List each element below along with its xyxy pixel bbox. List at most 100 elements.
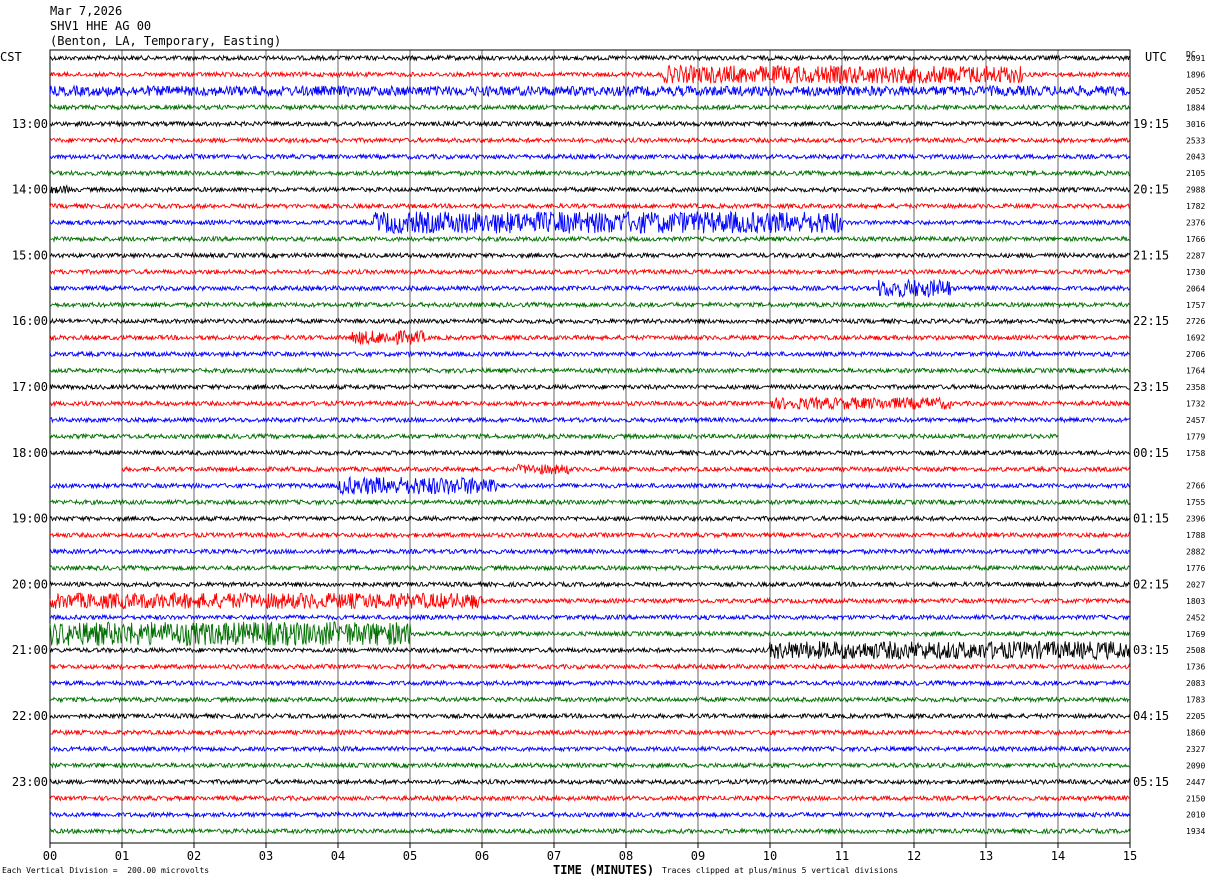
- right-hour-label: 22:15: [1133, 314, 1169, 328]
- right-hour-label: 01:15: [1133, 512, 1169, 526]
- trace-line: [49, 662, 1131, 671]
- station-label: SHV1 HHE AG 00: [50, 19, 152, 33]
- dc-label: DC: [1186, 50, 1196, 59]
- dc-offset-label: 1782: [1186, 202, 1205, 211]
- x-tick-label: 02: [187, 849, 201, 863]
- date-label: Mar 7,2026: [50, 4, 123, 18]
- dc-offset-label: 1757: [1186, 301, 1205, 310]
- dc-offset-label: 2766: [1186, 482, 1205, 491]
- dc-offset-labels: 2091 1896 2052 1884 3016 2533 2043 2105 2988 1782…: [1186, 54, 1205, 836]
- scale-note: Each Vertical Division = 200.00 microvol…: [2, 866, 210, 875]
- trace-line: [49, 810, 1131, 819]
- dc-offset-label: 2083: [1186, 679, 1205, 688]
- trace-line: [49, 728, 1131, 737]
- dc-offset-label: 1896: [1186, 70, 1205, 79]
- x-tick-label: 01: [115, 849, 129, 863]
- x-tick-label: 04: [331, 849, 345, 863]
- trace-line: [49, 169, 1131, 178]
- dc-offset-label: 2105: [1186, 169, 1205, 178]
- dc-offset-label: 2726: [1186, 317, 1205, 326]
- trace-line: [49, 350, 1131, 359]
- trace-line: [49, 514, 1131, 523]
- trace-line: [49, 235, 1131, 243]
- dc-offset-label: 2457: [1186, 416, 1205, 425]
- dc-offset-label: 1860: [1186, 728, 1205, 737]
- trace-line: [49, 498, 1131, 506]
- trace-line: [49, 119, 1131, 128]
- dc-offset-label: 1776: [1186, 564, 1205, 573]
- dc-offset-label: 2452: [1186, 613, 1205, 622]
- x-tick-label: 00: [43, 849, 57, 863]
- x-tick-label: 03: [259, 849, 273, 863]
- dc-offset-label: 2027: [1186, 580, 1205, 589]
- dc-offset-label: 1788: [1186, 531, 1205, 540]
- x-tick-label: 14: [1051, 849, 1065, 863]
- right-hour-label: 04:15: [1133, 709, 1169, 723]
- trace-line: [49, 268, 1131, 276]
- x-tick-label: 15: [1123, 849, 1137, 863]
- left-hour-label: 17:00: [12, 380, 48, 394]
- trace-line: [49, 278, 1131, 299]
- location-label: (Benton, LA, Temporary, Easting): [50, 34, 282, 48]
- dc-offset-label: 2988: [1186, 186, 1205, 195]
- dc-offset-label: 2052: [1186, 87, 1205, 96]
- left-hour-label: 23:00: [12, 775, 48, 789]
- dc-offset-label: 2287: [1186, 251, 1205, 260]
- trace-line: [49, 580, 1131, 589]
- dc-offset-label: 2205: [1186, 712, 1205, 721]
- left-hour-label: 21:00: [12, 643, 48, 657]
- right-hour-label: 03:15: [1133, 643, 1169, 657]
- x-tick-label: 09: [691, 849, 705, 863]
- dc-offset-label: 2882: [1186, 548, 1205, 557]
- trace-line: [49, 448, 1131, 457]
- dc-offset-label: 1730: [1186, 268, 1205, 277]
- dc-offset-label: 2396: [1186, 515, 1205, 524]
- left-hour-label: 22:00: [12, 709, 48, 723]
- dc-offset-label: 2447: [1186, 778, 1205, 787]
- x-tick-label: 13: [979, 849, 993, 863]
- x-tick-label: 10: [763, 849, 777, 863]
- trace-line: [49, 613, 1131, 622]
- trace-line: [49, 432, 1059, 441]
- dc-offset-label: 1783: [1186, 696, 1205, 705]
- trace-line: [49, 640, 1131, 661]
- trace-line: [49, 366, 1131, 375]
- x-tick-label: 05: [403, 849, 417, 863]
- dc-offset-label: 1692: [1186, 334, 1205, 343]
- trace-line: [49, 827, 1131, 836]
- right-hour-label: 05:15: [1133, 775, 1169, 789]
- dc-offset-label: 1766: [1186, 235, 1205, 244]
- right-hour-label: 00:15: [1133, 446, 1169, 460]
- dc-offset-label: 2150: [1186, 794, 1205, 803]
- trace-line: [49, 152, 1131, 161]
- dc-offset-label: 1732: [1186, 399, 1205, 408]
- trace-line: [49, 317, 1131, 326]
- left-hour-label: 16:00: [12, 314, 48, 328]
- dc-offset-label: 1769: [1186, 630, 1205, 639]
- trace-line: [49, 475, 1131, 496]
- left-hour-label: 20:00: [12, 577, 48, 591]
- dc-offset-label: 2358: [1186, 383, 1205, 392]
- trace-line: [49, 64, 1131, 85]
- trace-line: [49, 210, 1131, 235]
- trace-line: [49, 103, 1131, 112]
- dc-offset-label: 2327: [1186, 745, 1205, 754]
- right-hour-label: 21:15: [1133, 248, 1169, 262]
- trace-line: [49, 531, 1131, 539]
- left-hour-label: 15:00: [12, 248, 48, 262]
- plot-frame: [49, 49, 1131, 844]
- trace-line: [49, 794, 1131, 803]
- right-hour-label: 02:15: [1133, 577, 1169, 591]
- trace-line: [49, 54, 1131, 62]
- dc-offset-label: 2090: [1186, 761, 1205, 770]
- x-tick-label: 11: [835, 849, 849, 863]
- dc-offset-label: 1758: [1186, 449, 1205, 458]
- dc-offset-label: 1803: [1186, 597, 1205, 606]
- right-timezone-label: UTC: [1145, 50, 1167, 64]
- left-hour-label: 19:00: [12, 512, 48, 526]
- x-tick-label: 12: [907, 849, 921, 863]
- trace-line: [49, 396, 1131, 411]
- x-axis: 00 01 02 03 04 05 06 07 08 09 10 11 12 13 14 15: [43, 843, 1137, 863]
- minute-grid: [49, 49, 1131, 844]
